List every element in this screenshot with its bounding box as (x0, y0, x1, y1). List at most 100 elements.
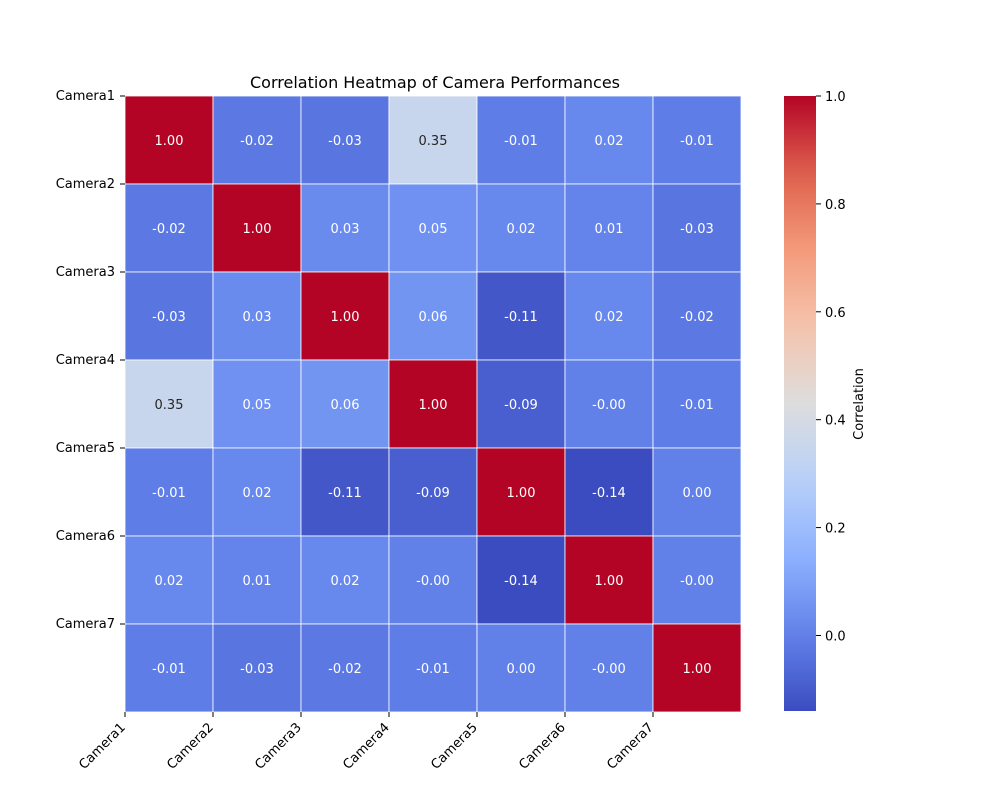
y-tick-label: Camera5 (56, 441, 115, 456)
y-tick-label: Camera1 (56, 89, 115, 104)
cell-value-label: -0.01 (152, 662, 186, 677)
cell-value-label: -0.14 (592, 486, 626, 501)
cell-value-label: -0.02 (240, 134, 274, 149)
cell-value-label: -0.03 (328, 134, 362, 149)
cell-value-label: 1.00 (507, 486, 536, 501)
cell-value-label: -0.00 (592, 662, 626, 677)
cell-value-label: 0.05 (419, 222, 448, 237)
cell-value-label: 0.01 (243, 574, 272, 589)
heatmap-cell (476, 183, 566, 273)
heatmap-cell (652, 271, 742, 361)
heatmap-cell (564, 271, 654, 361)
colorbar-tick-label: 0.4 (825, 414, 846, 429)
cell-value-label: -0.14 (504, 574, 538, 589)
chart-title: Correlation Heatmap of Camera Performanc… (250, 73, 620, 92)
colorbar-label: Correlation (852, 368, 867, 440)
cell-value-label: -0.09 (504, 398, 538, 413)
cell-value-label: -0.11 (328, 486, 362, 501)
cell-value-label: -0.00 (416, 574, 450, 589)
heatmap-cell (564, 359, 654, 449)
cell-value-labels: 1.00 -0.02 -0.03 0.35 -0.01 0.02 -0.01 -0.02 1.0… (152, 134, 714, 677)
heatmap-cell (652, 623, 742, 713)
cell-value-label: -0.03 (152, 310, 186, 325)
heatmap-cell (388, 623, 478, 713)
cell-value-label: 0.03 (243, 310, 272, 325)
cell-value-label: 0.06 (331, 398, 360, 413)
heatmap-cell (476, 95, 566, 185)
heatmap-cell (124, 623, 214, 713)
heatmap-cell (652, 359, 742, 449)
colorbar-tick-label: 0.6 (825, 306, 846, 321)
heatmap-cell (212, 95, 302, 185)
heatmap-cell (212, 535, 302, 625)
heatmap-cell (300, 447, 390, 537)
heatmap-cell (388, 359, 478, 449)
heatmap-cell (564, 183, 654, 273)
cell-value-label: 1.00 (595, 574, 624, 589)
cell-value-label: -0.01 (504, 134, 538, 149)
colorbar-tick-label: 0.2 (825, 522, 846, 537)
heatmap-cell (652, 447, 742, 537)
heatmap-cell (300, 623, 390, 713)
cell-value-label: -0.03 (680, 222, 714, 237)
cell-value-label: 0.00 (683, 486, 712, 501)
colorbar-tick-label: 0.8 (825, 198, 846, 213)
cell-value-label: 0.03 (331, 222, 360, 237)
heatmap-cell (124, 359, 214, 449)
cell-value-label: 0.35 (419, 134, 448, 149)
cell-value-label: 1.00 (331, 310, 360, 325)
cell-value-label: 0.02 (331, 574, 360, 589)
x-axis: Camera1 Camera2 Camera3 Camera4 Camera5 Camer… (76, 712, 657, 773)
heatmap-cell (124, 271, 214, 361)
y-axis: Camera1 Camera2 Camera3 Camera4 Camera5 Camer… (56, 89, 125, 632)
y-tick-label: Camera4 (56, 353, 115, 368)
x-tick-label: Camera7 (604, 720, 657, 773)
x-tick-label: Camera4 (340, 720, 393, 773)
cell-value-label: -0.01 (680, 398, 714, 413)
heatmap-cell (388, 271, 478, 361)
heatmap-cell (652, 535, 742, 625)
heatmap-cells (124, 95, 742, 713)
cell-value-label: 0.00 (507, 662, 536, 677)
cell-value-label: -0.02 (680, 310, 714, 325)
x-tick-label: Camera5 (428, 720, 481, 773)
cell-value-label: -0.11 (504, 310, 538, 325)
heatmap-cell (124, 535, 214, 625)
x-tick-label: Camera1 (76, 720, 129, 773)
cell-value-label: 0.01 (595, 222, 624, 237)
cell-value-label: 0.35 (155, 398, 184, 413)
cell-value-label: -0.01 (152, 486, 186, 501)
cell-value-label: -0.02 (328, 662, 362, 677)
y-tick-label: Camera7 (56, 617, 115, 632)
heatmap-cell (300, 183, 390, 273)
heatmap-cell (300, 271, 390, 361)
heatmap-cell (564, 623, 654, 713)
x-tick-label: Camera3 (252, 720, 305, 773)
colorbar-gradient (784, 96, 816, 711)
heatmap-cell (476, 535, 566, 625)
heatmap-cell (476, 623, 566, 713)
y-tick-label: Camera3 (56, 265, 115, 280)
cell-value-label: 0.02 (595, 134, 624, 149)
cell-value-label: -0.02 (152, 222, 186, 237)
cell-value-label: 0.02 (595, 310, 624, 325)
heatmap-cell (124, 183, 214, 273)
heatmap-cell (388, 95, 478, 185)
y-tick-label: Camera6 (56, 529, 115, 544)
heatmap-cell (300, 535, 390, 625)
heatmap-cell (476, 271, 566, 361)
heatmap-cell (388, 535, 478, 625)
heatmap-cell (124, 447, 214, 537)
y-tick-label: Camera2 (56, 177, 115, 192)
x-tick-label: Camera6 (516, 720, 569, 773)
cell-value-label: 0.02 (507, 222, 536, 237)
cell-value-label: 0.02 (243, 486, 272, 501)
heatmap-cell (124, 95, 214, 185)
heatmap-cell (564, 95, 654, 185)
heatmap-cell (300, 95, 390, 185)
cell-value-label: -0.00 (592, 398, 626, 413)
heatmap-cell (212, 359, 302, 449)
cell-value-label: 0.06 (419, 310, 448, 325)
colorbar: Correlation 0.0 0.2 0.4 0.6 0.8 1.0 (784, 90, 867, 711)
